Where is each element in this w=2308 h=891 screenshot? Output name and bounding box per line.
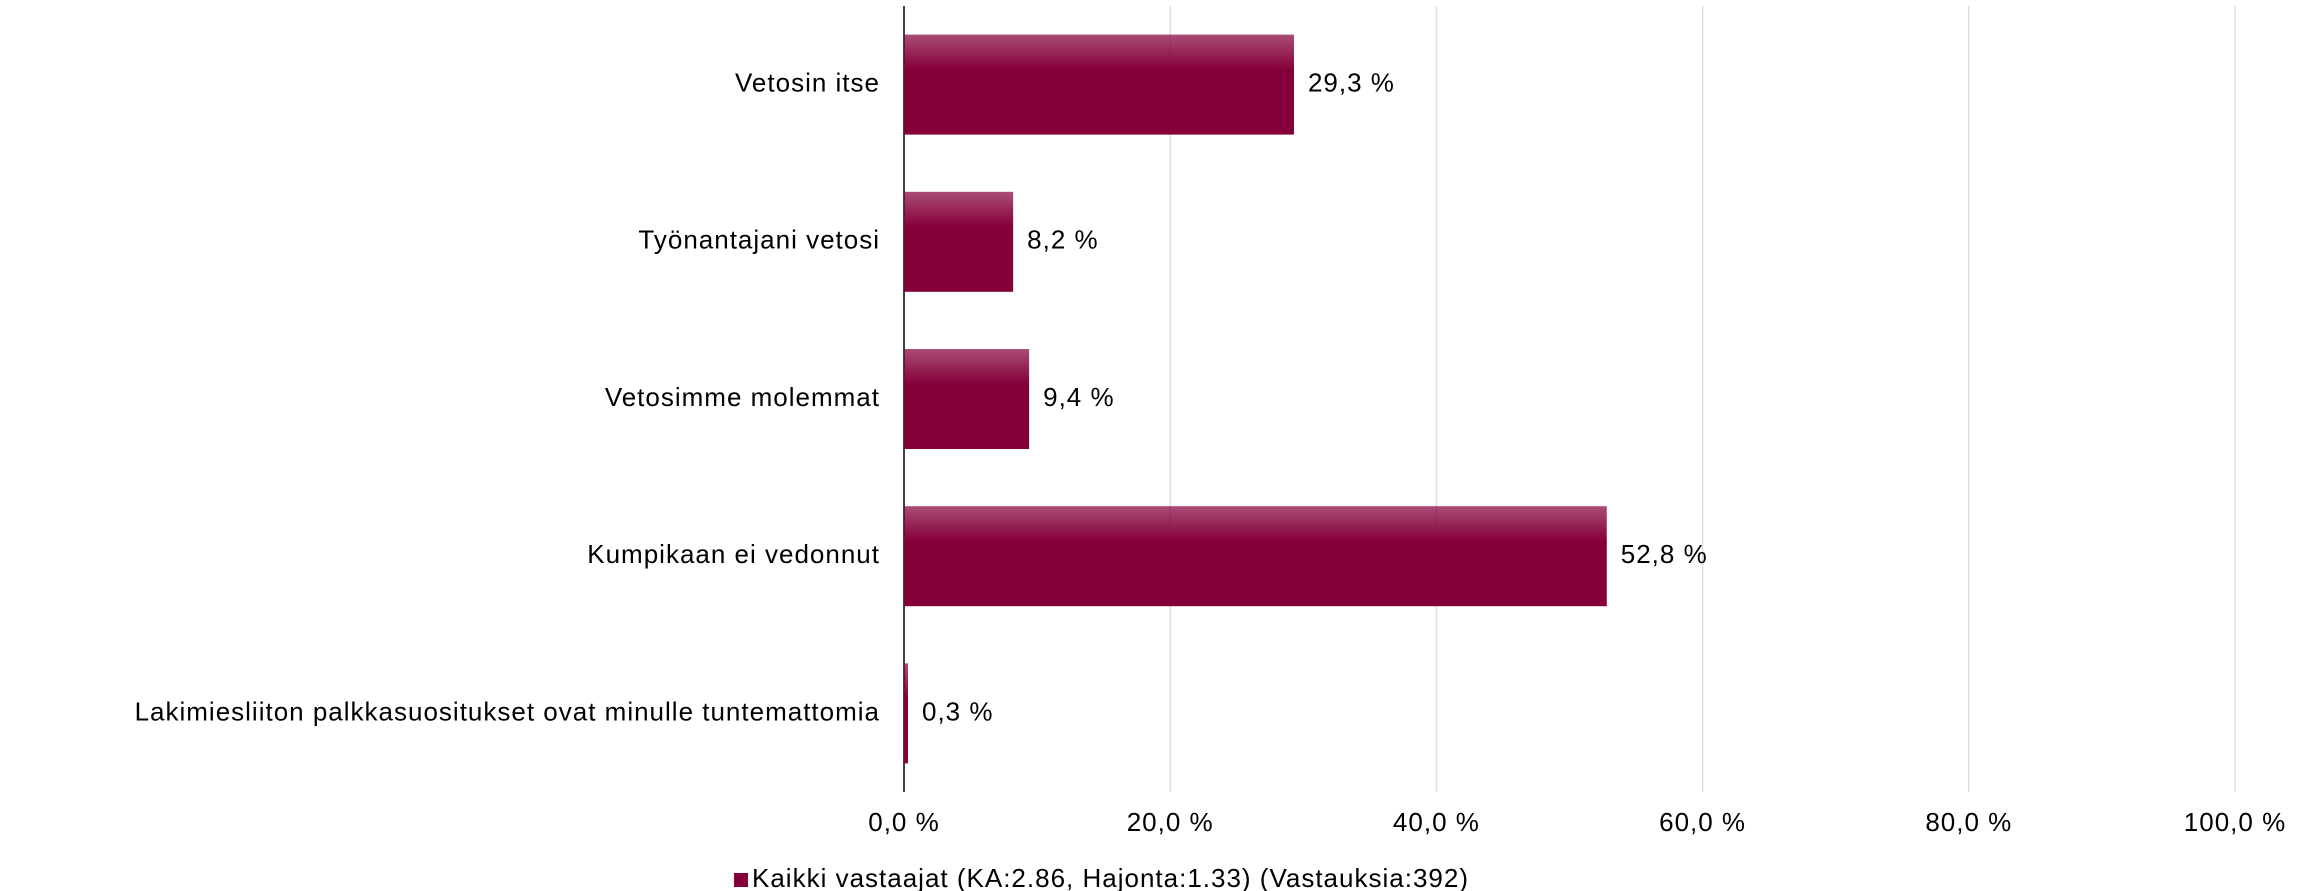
y-tick-label: Vetosin itse: [735, 67, 880, 97]
y-tick-label: Lakimiesliiton palkkasuositukset ovat mi…: [135, 696, 880, 726]
x-tick-label: 80,0 %: [1925, 807, 2012, 837]
value-label: 29,3 %: [1308, 67, 1395, 97]
legend-label: Kaikki vastaajat (KA:2.86, Hajonta:1.33)…: [752, 863, 1469, 891]
bar: [904, 506, 1607, 607]
value-label: 9,4 %: [1043, 382, 1115, 412]
value-label: 52,8 %: [1621, 539, 1708, 569]
y-tick-label: Työnantajani vetosi: [638, 225, 880, 255]
x-tick-label: 40,0 %: [1393, 807, 1480, 837]
y-tick-label: Kumpikaan ei vedonnut: [587, 539, 880, 569]
x-tick-label: 20,0 %: [1127, 807, 1214, 837]
bar: [904, 663, 908, 764]
bar: [904, 34, 1294, 135]
value-label: 0,3 %: [922, 696, 994, 726]
x-tick-label: 0,0 %: [868, 807, 940, 837]
bar: [904, 349, 1030, 449]
x-tick-label: 100,0 %: [2184, 807, 2286, 837]
bar: [904, 191, 1014, 292]
y-tick-label: Vetosimme molemmat: [605, 382, 880, 412]
x-tick-label: 60,0 %: [1659, 807, 1746, 837]
value-label: 8,2 %: [1027, 225, 1099, 255]
legend-swatch: [734, 873, 748, 887]
